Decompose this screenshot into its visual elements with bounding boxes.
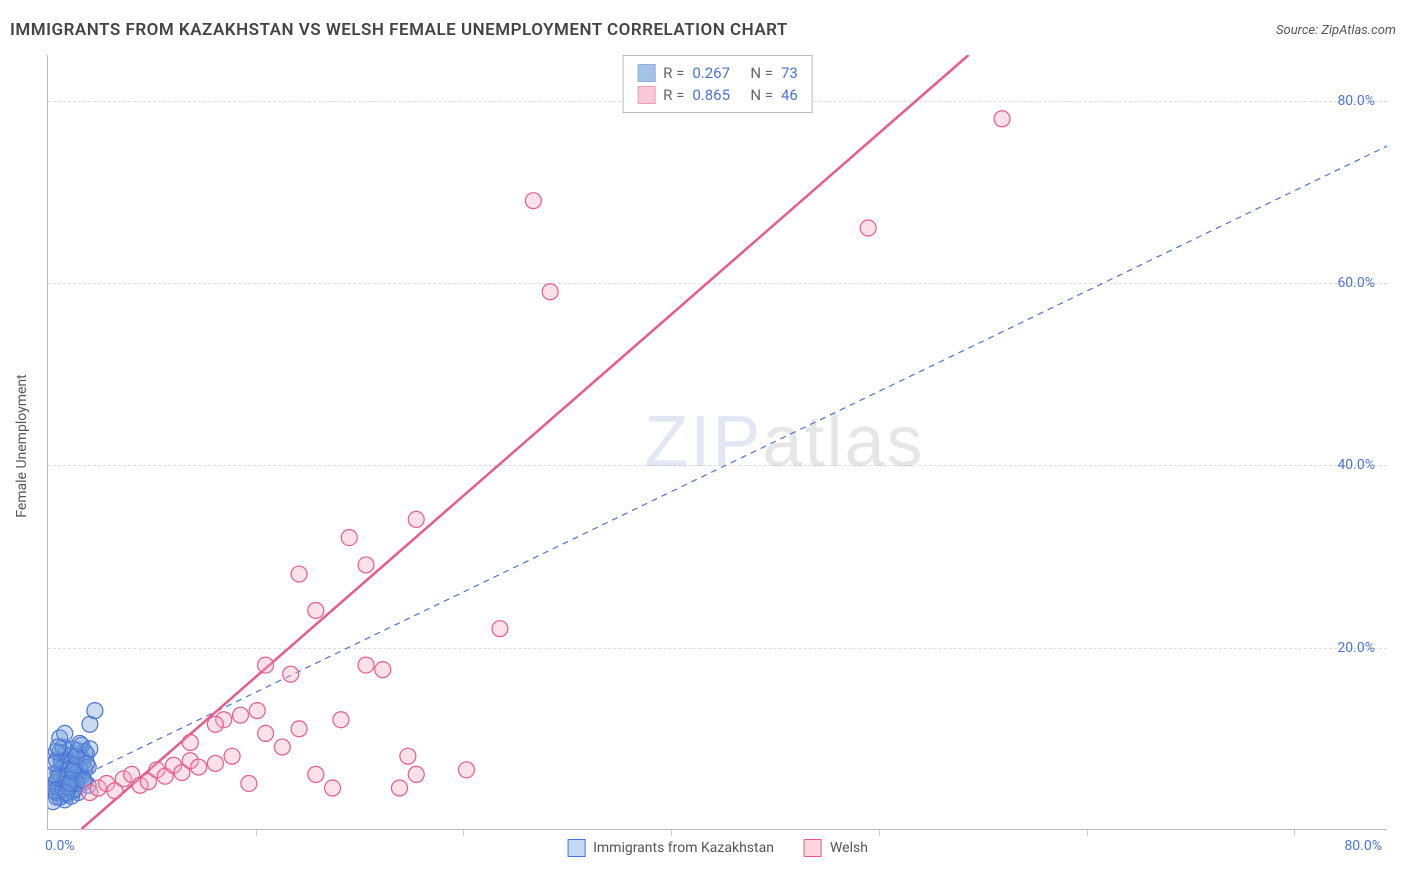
trend-line-kazakhstan	[48, 146, 1387, 793]
data-point	[492, 621, 508, 637]
x-tick-mark	[256, 830, 257, 836]
data-point	[341, 530, 357, 546]
n-value: 46	[781, 86, 798, 104]
scatter-svg	[48, 55, 1387, 829]
x-tick-mark	[463, 830, 464, 836]
data-point	[400, 748, 416, 764]
legend-item-welsh: Welsh	[804, 839, 868, 857]
x-tick-label: 80.0%	[1344, 838, 1382, 854]
data-point	[258, 657, 274, 673]
data-point	[87, 703, 103, 719]
x-tick-mark	[1087, 830, 1088, 836]
data-point	[391, 780, 407, 796]
swatch-kazakhstan	[567, 839, 585, 857]
x-tick-mark	[671, 830, 672, 836]
y-axis-label: Female Unemployment	[14, 374, 30, 518]
data-point	[57, 725, 73, 741]
series-legend: Immigrants from Kazakhstan Welsh	[567, 839, 868, 857]
legend-item-kazakhstan: Immigrants from Kazakhstan	[567, 839, 774, 857]
data-point	[224, 748, 240, 764]
data-point	[291, 566, 307, 582]
data-point	[182, 735, 198, 751]
swatch-welsh	[637, 86, 655, 104]
data-point	[325, 780, 341, 796]
data-point	[207, 716, 223, 732]
x-tick-mark	[1294, 830, 1295, 836]
data-point	[458, 762, 474, 778]
data-point	[258, 725, 274, 741]
data-point	[191, 759, 207, 775]
data-point	[358, 557, 374, 573]
data-point	[249, 703, 265, 719]
data-point	[241, 775, 257, 791]
legend-row-kazakhstan: R = 0.267 N = 73	[637, 62, 798, 84]
data-point	[358, 657, 374, 673]
legend-label: Immigrants from Kazakhstan	[593, 840, 774, 856]
data-point	[207, 755, 223, 771]
legend-label: Welsh	[830, 840, 868, 856]
trend-line-welsh	[81, 55, 968, 829]
r-value: 0.267	[692, 64, 742, 82]
chart-title: IMMIGRANTS FROM KAZAKHSTAN VS WELSH FEMA…	[10, 20, 788, 40]
data-point	[82, 741, 98, 757]
data-point	[48, 755, 63, 771]
x-tick-label: 0.0%	[45, 838, 75, 854]
data-point	[408, 511, 424, 527]
n-value: 73	[781, 64, 798, 82]
plot-area: ZIPatlas 20.0%40.0%60.0%80.0% R = 0.267 …	[47, 55, 1387, 830]
data-point	[79, 755, 95, 771]
data-point	[283, 666, 299, 682]
legend-row-welsh: R = 0.865 N = 46	[637, 84, 798, 106]
swatch-welsh	[804, 839, 822, 857]
swatch-kazakhstan	[637, 64, 655, 82]
x-tick-mark	[879, 830, 880, 836]
data-point	[994, 111, 1010, 127]
correlation-legend: R = 0.267 N = 73 R = 0.865 N = 46	[622, 55, 813, 113]
data-point	[542, 284, 558, 300]
data-point	[408, 766, 424, 782]
data-point	[232, 707, 248, 723]
data-point	[525, 193, 541, 209]
data-point	[308, 602, 324, 618]
data-point	[333, 712, 349, 728]
data-point	[274, 739, 290, 755]
data-point	[308, 766, 324, 782]
data-point	[291, 721, 307, 737]
source-attribution: Source: ZipAtlas.com	[1276, 23, 1396, 38]
data-point	[860, 220, 876, 236]
data-point	[375, 662, 391, 678]
r-value: 0.865	[692, 86, 742, 104]
